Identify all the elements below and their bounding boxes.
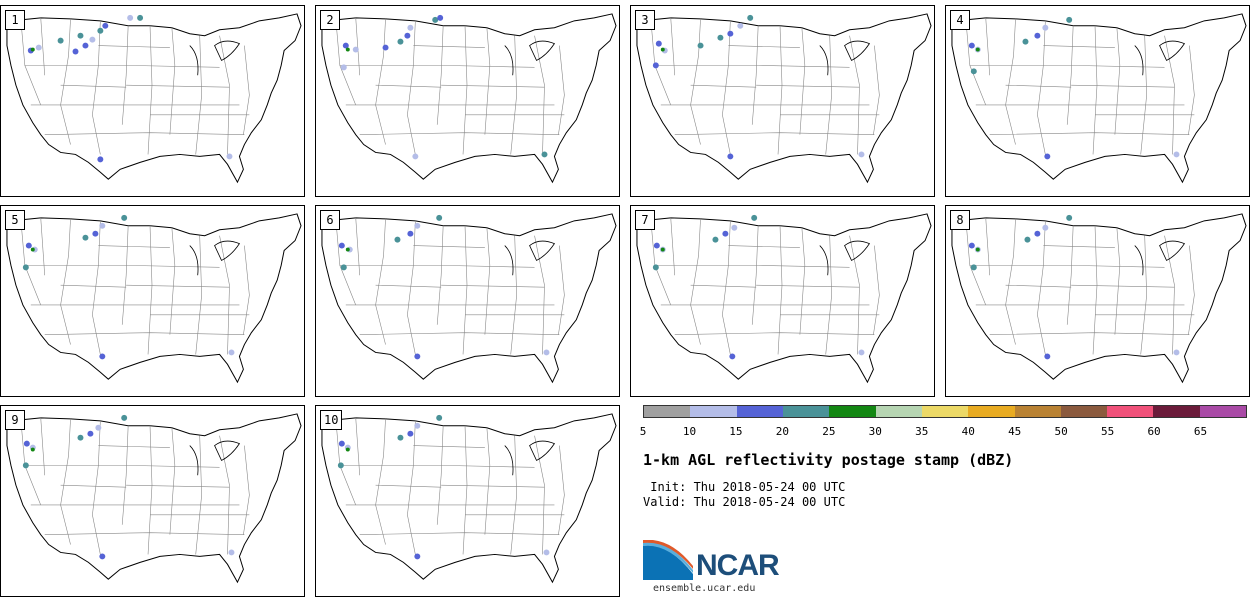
ncar-logo: NCAR <box>643 540 793 584</box>
colorbar-swatch <box>875 406 922 417</box>
colorbar-swatch <box>690 406 737 417</box>
ncar-swoosh-icon <box>643 540 693 580</box>
usa-map <box>6 213 302 384</box>
colorbar-tick-label: 30 <box>868 425 882 438</box>
member-number: 6 <box>320 210 340 230</box>
reflectivity-colorbar <box>643 405 1247 418</box>
colorbar-swatch <box>829 406 876 417</box>
colorbar-tick-label: 10 <box>682 425 697 438</box>
valid-time: Valid: Thu 2018-05-24 00 UTC <box>643 495 846 509</box>
map-panel: 10 <box>315 405 620 597</box>
member-number: 8 <box>950 210 970 230</box>
ncar-logo-text: NCAR <box>696 549 780 582</box>
colorbar-swatch <box>644 406 691 417</box>
colorbar-swatch <box>1107 406 1154 417</box>
colorbar-swatch <box>968 406 1015 417</box>
colorbar-swatch <box>1014 406 1061 417</box>
colorbar-tick-label: 5 <box>639 425 647 438</box>
colorbar-tick-label: 25 <box>822 425 836 438</box>
colorbar-swatch <box>1199 406 1247 417</box>
map-panel: 1 <box>0 5 305 197</box>
colorbar-swatch <box>782 406 830 417</box>
usa-map <box>951 213 1247 384</box>
colorbar-tick-label: 20 <box>775 425 789 438</box>
colorbar-swatch <box>1060 406 1108 417</box>
colorbar-tick-label: 45 <box>1008 425 1022 438</box>
map-panel: 9 <box>0 405 305 597</box>
website-url: ensemble.ucar.edu <box>653 583 756 594</box>
usa-map <box>321 413 617 584</box>
figure-title: 1-km AGL reflectivity postage stamp (dBZ… <box>643 451 1014 469</box>
usa-map <box>636 13 932 184</box>
member-number: 2 <box>320 10 340 30</box>
init-time: Init: Thu 2018-05-24 00 UTC <box>643 480 846 494</box>
map-panel: 7 <box>630 205 935 397</box>
map-panel: 3 <box>630 5 935 197</box>
map-panel: 6 <box>315 205 620 397</box>
member-number: 1 <box>5 10 25 30</box>
colorbar-tick-label: 40 <box>961 425 975 438</box>
colorbar-tick-label: 50 <box>1054 425 1068 438</box>
colorbar-tick-label: 65 <box>1193 425 1208 438</box>
usa-map <box>6 13 302 184</box>
usa-map <box>951 13 1247 184</box>
usa-map <box>321 213 617 384</box>
colorbar-tick-label: 15 <box>729 425 743 438</box>
member-number: 3 <box>635 10 655 30</box>
colorbar-ticks: 5 10 15 20 25 30 35 40 45 50 55 60 65 <box>639 425 1247 439</box>
map-panel: 4 <box>945 5 1250 197</box>
colorbar-tick-label: 60 <box>1147 425 1161 438</box>
member-number: 7 <box>635 210 655 230</box>
usa-map <box>636 213 932 384</box>
colorbar-swatch <box>921 406 969 417</box>
colorbar-swatch <box>736 406 783 417</box>
usa-map <box>321 13 617 184</box>
member-number: 10 <box>320 410 343 430</box>
usa-map <box>6 413 302 584</box>
colorbar-swatch <box>1153 406 1200 417</box>
member-number: 5 <box>5 210 25 230</box>
colorbar-tick-label: 55 <box>1100 425 1115 438</box>
map-panel: 5 <box>0 205 305 397</box>
map-panel: 8 <box>945 205 1250 397</box>
colorbar-tick-label: 35 <box>915 425 929 438</box>
map-panel: 2 <box>315 5 620 197</box>
member-number: 9 <box>5 410 25 430</box>
member-number: 4 <box>950 10 970 30</box>
